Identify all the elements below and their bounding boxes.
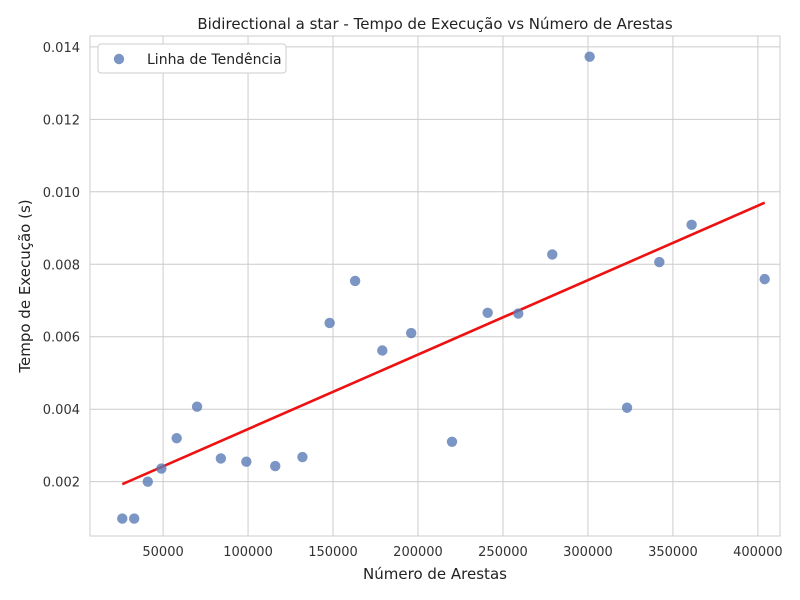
data-point xyxy=(406,327,417,339)
scatter-points xyxy=(117,51,770,524)
data-point xyxy=(241,456,252,467)
x-tick-label: 100000 xyxy=(223,545,273,560)
legend-marker xyxy=(113,53,125,65)
y-tick-label: 0.002 xyxy=(43,476,80,491)
legend: Linha de Tendência xyxy=(97,43,287,74)
grid-lines xyxy=(90,36,780,536)
trend-line xyxy=(121,201,766,486)
data-point xyxy=(156,463,167,474)
y-tick-label: 0.012 xyxy=(43,113,80,128)
data-point xyxy=(324,317,335,329)
data-point xyxy=(270,460,281,472)
data-point xyxy=(621,402,633,413)
x-axis-title: Número de Arestas xyxy=(363,565,507,583)
y-axis-title: Tempo de Execução (s) xyxy=(16,199,34,373)
data-point xyxy=(128,513,140,524)
y-tick-label: 0.008 xyxy=(43,258,80,273)
data-point xyxy=(191,401,203,412)
data-point xyxy=(446,436,458,447)
data-point xyxy=(547,249,558,260)
x-tick-label: 150000 xyxy=(308,545,358,560)
y-tick-label: 0.010 xyxy=(43,186,80,201)
data-point xyxy=(759,273,770,285)
y-tick-labels: 0.002 0.004 0.006 0.008 0.010 0.012 0.014 xyxy=(43,41,80,491)
data-point xyxy=(349,275,361,287)
x-tick-label: 250000 xyxy=(478,545,528,560)
data-point xyxy=(142,476,153,487)
data-point xyxy=(482,307,493,319)
data-point xyxy=(215,453,227,464)
data-point xyxy=(686,219,697,230)
data-point xyxy=(654,256,665,268)
legend-box xyxy=(97,43,287,74)
chart-title: Bidirectional a star - Tempo de Execução… xyxy=(197,15,673,33)
legend-label: Linha de Tendência xyxy=(147,52,282,68)
data-point xyxy=(117,513,128,524)
x-tick-label: 50000 xyxy=(142,545,183,560)
x-tick-labels: 50000 100000 150000 200000 250000 300000 35000… xyxy=(142,545,782,560)
plot-area xyxy=(89,35,781,537)
data-point xyxy=(297,451,308,463)
data-point xyxy=(171,432,182,444)
x-tick-label: 300000 xyxy=(563,545,613,560)
data-point xyxy=(513,308,524,319)
y-tick-label: 0.004 xyxy=(43,403,80,418)
x-tick-label: 350000 xyxy=(648,545,698,560)
data-point xyxy=(584,51,595,62)
y-tick-label: 0.006 xyxy=(43,331,80,346)
data-point xyxy=(377,345,388,356)
x-tick-label: 400000 xyxy=(733,545,783,560)
y-tick-label: 0.014 xyxy=(43,41,80,56)
x-tick-label: 200000 xyxy=(393,545,443,560)
